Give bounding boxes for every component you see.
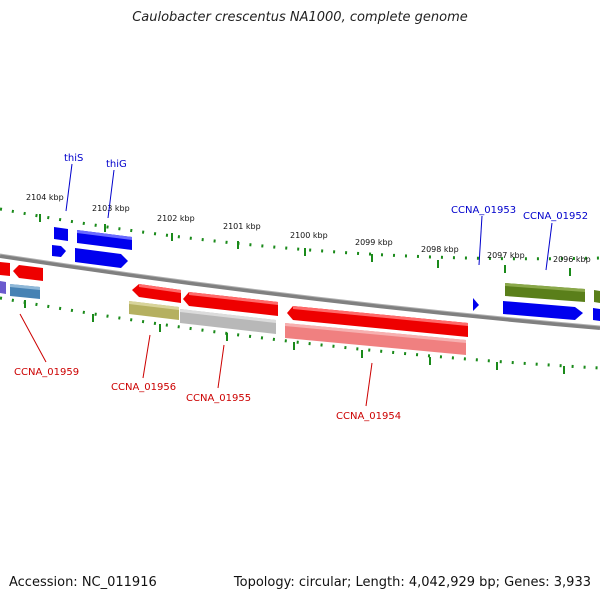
gene-arrow[interactable] [593,308,600,321]
gene-arrow[interactable] [0,281,6,294]
leader-line [65,163,73,212]
gene-arrow[interactable] [13,265,43,281]
inner-major-ticks [24,300,565,374]
gene-arrow[interactable] [75,248,128,268]
gene-label[interactable]: CCNA_01959 [14,367,79,378]
leader-line [545,222,553,271]
reverse-genes[interactable] [0,262,468,355]
gene-arrow[interactable] [77,230,132,250]
outer-tick-ring [0,207,600,261]
leader-line [142,334,151,379]
gene-label[interactable]: CCNA_01953 [451,205,516,216]
scale-label: 2101 kbp [223,222,261,231]
scale-label: 2096 kbp [553,255,591,264]
scale-label: 2104 kbp [26,193,64,202]
genome-backbone [0,254,600,330]
inner-tick-ring [0,296,600,370]
gene-arrow[interactable] [285,323,466,355]
topology-label: Topology: circular; Length: 4,042,929 bp… [233,575,591,590]
scale-label: 2099 kbp [355,238,393,247]
gene-label[interactable]: CCNA_01956 [111,382,176,393]
gene-arrow[interactable] [183,292,278,316]
scale-label: 2103 kbp [92,204,130,213]
accession-label: Accession: NC_011916 [9,575,157,590]
gene-arrow[interactable] [54,227,68,241]
gene-arrow[interactable] [594,290,600,303]
scale-label: 2100 kbp [290,231,328,240]
gene-label[interactable]: CCNA_01952 [523,211,588,222]
gene-arrow[interactable] [52,245,66,257]
map-title: Caulobacter crescentus NA1000, complete … [132,10,468,25]
outer-major-ticks [39,214,571,276]
gene-arrow[interactable] [473,298,479,311]
gene-label[interactable]: thiG [106,159,127,170]
leader-line [217,344,225,389]
gene-label[interactable]: CCNA_01954 [336,411,401,422]
gene-arrow[interactable] [180,309,276,334]
gene-arrow[interactable] [503,301,583,320]
scale-label: 2098 kbp [421,245,459,254]
gene-label[interactable]: thiS [64,153,83,164]
scale-label: 2102 kbp [157,214,195,223]
scale-label: 2097 kbp [487,251,525,260]
leader-line [478,215,483,266]
leader-line [107,169,115,219]
leader-line [365,362,373,407]
gene-label[interactable]: CCNA_01955 [186,393,251,404]
forward-genes[interactable] [52,227,600,321]
gene-arrow[interactable] [0,262,10,276]
gene-arrow[interactable] [287,306,468,337]
leader-line [19,313,47,363]
